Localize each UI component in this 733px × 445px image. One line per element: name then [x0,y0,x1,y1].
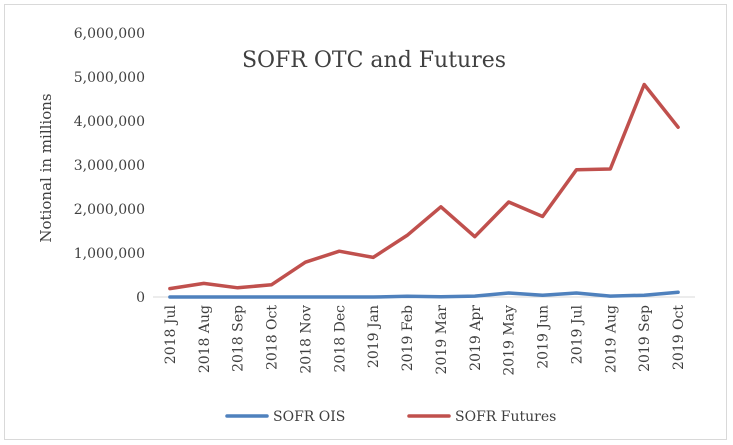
x-tick-label: 2019 Oct [671,305,687,370]
x-tick-label: 2018 Jul [163,304,179,364]
series-line-sofr-futures [168,82,680,291]
x-tick-label: 2019 Feb [400,305,416,371]
legend-label: SOFR OIS [273,409,345,425]
y-tick-label: 3,000,000 [74,158,145,174]
y-tick-label: 6,000,000 [74,26,145,42]
x-tick-label: 2019 Aug [603,305,619,373]
x-tick-label: 2018 Nov [298,305,314,374]
x-tick-label: 2019 May [502,305,518,376]
series-layer [168,82,680,299]
legend-label: SOFR Futures [455,409,556,425]
x-tick-label: 2019 Sep [637,305,653,372]
x-tick-label: 2018 Oct [265,305,281,370]
series-line-sofr-ois [168,290,680,299]
x-tick-label: 2018 Aug [197,305,213,373]
chart-svg: SOFR OTC and Futures Notional in million… [37,26,695,425]
y-tick-label: 4,000,000 [74,114,145,130]
y-axis-title: Notional in millions [37,93,55,242]
y-tick-label: 0 [136,290,145,306]
x-tick-label: 2019 Jan [366,305,382,368]
chart-title: SOFR OTC and Futures [242,48,506,73]
x-axis-ticks: 2018 Jul 2018 Aug 2018 Sep 2018 Oct 2018 Nov… [163,304,687,375]
y-tick-label: 5,000,000 [74,70,145,86]
chart-area: SOFR OTC and Futures Notional in million… [4,4,727,440]
y-tick-label: 1,000,000 [74,246,145,262]
x-tick-label: 2019 Apr [468,305,484,371]
legend: SOFR OIS SOFR Futures [225,409,556,425]
y-axis-ticks: 0 1,000,000 2,000,000 3,000,000 4,000,000 5,0… [74,26,145,306]
x-tick-label: 2019 Jul [569,304,585,364]
x-tick-label: 2018 Dec [332,305,348,373]
x-tick-label: 2019 Mar [434,305,450,375]
y-tick-label: 2,000,000 [74,202,145,218]
x-tick-label: 2019 Jun [536,305,552,369]
x-tick-label: 2018 Sep [231,305,247,372]
